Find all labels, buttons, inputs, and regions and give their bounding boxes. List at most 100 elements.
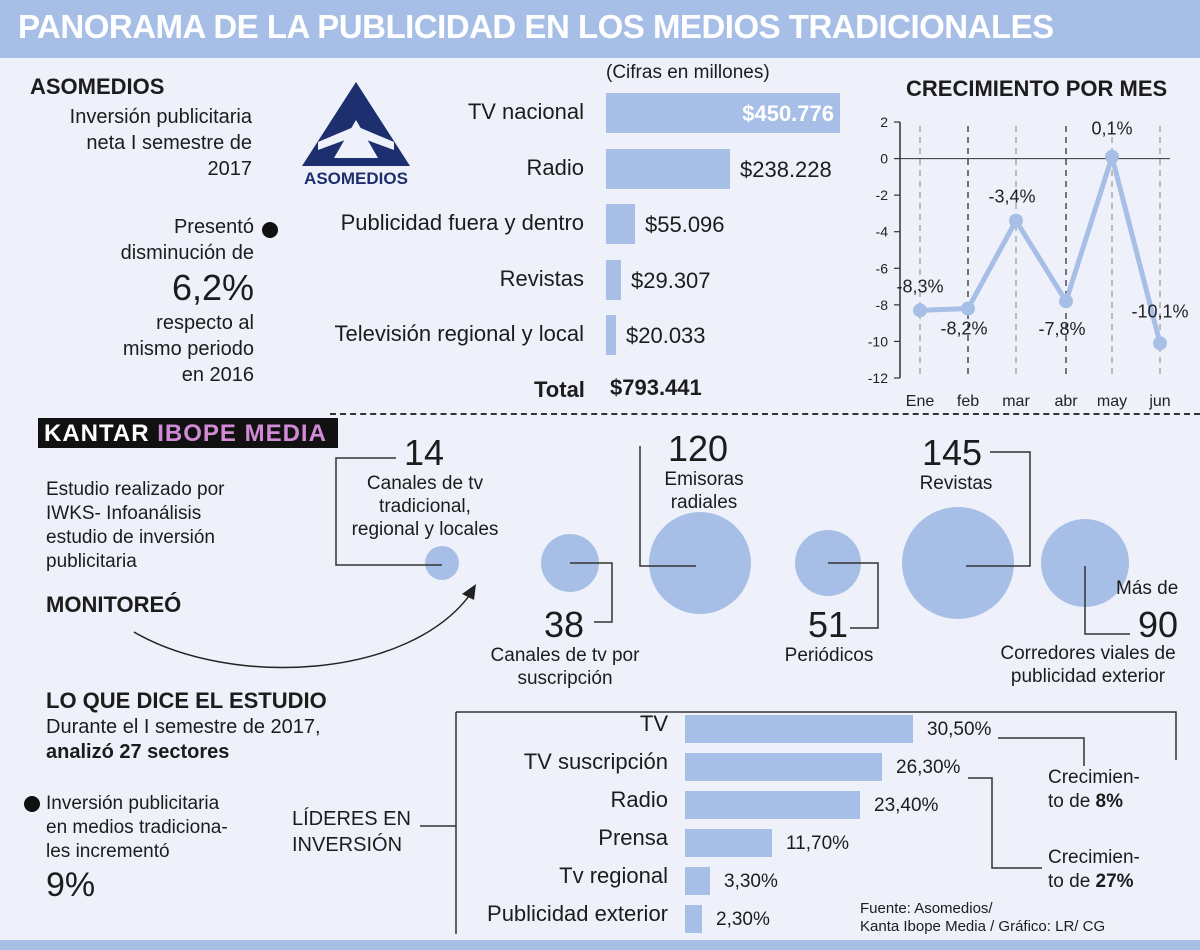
bar-category-label: Revistas: [499, 265, 584, 291]
investment-value: 9%: [46, 866, 96, 904]
leader-bar-mark: [685, 867, 710, 895]
bubble-label: Canales de tv por suscripción: [490, 645, 640, 689]
bubble-connectors: [335, 446, 1130, 635]
total-value: $793.441: [610, 375, 702, 400]
leader-value-label: 23,40%: [874, 795, 939, 816]
bar-category-label: Radio: [526, 154, 584, 180]
bubble-value: 14: [404, 432, 445, 473]
cifras-subtitle: (Cifras en millones): [606, 62, 770, 83]
bubble-connector: [828, 562, 879, 629]
bubble-connector: [639, 446, 696, 567]
line-chart-title: CRECIMIENTO POR MES: [906, 76, 1168, 101]
bubble-label: Emisoras radiales: [664, 469, 744, 513]
bubble-value: 90: [1138, 604, 1179, 645]
bar-mark: [606, 93, 840, 133]
footer-bar: [0, 940, 1200, 950]
bubble-label: Revistas: [919, 473, 993, 494]
leader-bar-mark: [685, 829, 772, 857]
leader-category-label: TV: [639, 711, 668, 736]
leader-value-label: 3,30%: [724, 871, 778, 892]
bar-category-label: Publicidad fuera y dentro: [340, 210, 584, 235]
asomedios-description: Inversión publicitaria neta I semestre d…: [69, 106, 252, 180]
point-label: -3,4%: [988, 187, 1035, 207]
data-point: [961, 301, 975, 316]
leader-value-label: 11,70%: [786, 833, 850, 854]
leader-category-label: Prensa: [598, 825, 668, 850]
growth-8-note: Crecimien- to de 8%: [1048, 767, 1140, 812]
total-label: Total: [534, 377, 585, 402]
monitoreo-label: MONITOREÓ: [46, 592, 182, 617]
point-label: -8,3%: [896, 276, 943, 296]
bubble-connector: [335, 457, 442, 566]
y-tick-label: -12: [868, 370, 888, 386]
leader-value-label: 26,30%: [896, 757, 961, 778]
x-tick-label: jun: [1148, 393, 1170, 410]
leader-bar-mark: [685, 905, 702, 933]
leader-value-label: 30,50%: [927, 719, 992, 740]
data-point: [913, 303, 927, 318]
monthly-growth-line-chart: 2 0 -2 -4 -6 -8 -10 -12 Ene feb mar abr may jun -8,3% -…: [868, 114, 1189, 410]
bar-category-label: Televisión regional y local: [334, 321, 584, 346]
y-tick-label: -6: [876, 260, 889, 276]
bubble-label: Periódicos: [784, 645, 874, 666]
bar-mark: [606, 148, 730, 189]
bubble-mark: [425, 546, 459, 580]
estudio-line-1: Durante el I semestre de 2017,: [46, 716, 321, 738]
bubble-connector: [966, 451, 1031, 567]
header-banner: [0, 0, 1200, 58]
leader-category-label: Radio: [610, 787, 668, 812]
y-tick-label: -10: [868, 333, 888, 349]
leader-bar-mark: [685, 715, 913, 743]
bullet-dot: [262, 222, 278, 238]
bubble-value: 145: [922, 432, 983, 473]
bubble-mark: [902, 507, 1014, 619]
estudio-line-2: analizó 27 sectores: [46, 741, 230, 763]
point-label: 0,1%: [1091, 119, 1132, 139]
leader-category-label: Tv regional: [559, 863, 668, 888]
series-line: [919, 154, 1163, 344]
bubble-value: 51: [808, 604, 849, 645]
x-tick-label: Ene: [906, 393, 935, 410]
y-tick-label: -4: [876, 224, 889, 240]
bubble-value: 120: [668, 428, 729, 469]
section-divider: [330, 413, 1200, 415]
source-note: Fuente: Asomedios/ Kanta Ibope Media / G…: [860, 900, 1106, 935]
leaders-connectors: [420, 711, 1177, 934]
bubble-value: 38: [544, 604, 585, 645]
bubble-mark: [649, 512, 751, 614]
bar-value-label: $55.096: [645, 212, 725, 237]
page-title: PANORAMA DE LA PUBLICIDAD EN LOS MEDIOS …: [18, 8, 1054, 45]
bullet-dot-2: [24, 796, 40, 812]
bubble-label: Corredores viales de publicidad exterior: [1000, 643, 1176, 687]
bubble-label: Canales de tv tradicional, regional y loca…: [351, 473, 499, 540]
asomedios-logo-text: ASOMEDIOS: [304, 169, 408, 188]
kantar-logo: KANTAR IBOPE MEDIA: [38, 418, 338, 448]
data-point: [1009, 213, 1023, 228]
data-point: [1153, 336, 1167, 351]
investment-note: Inversión publicitaria en medios tradici…: [46, 793, 228, 862]
estudio-heading: LO QUE DICE EL ESTUDIO: [46, 688, 327, 713]
bar-value-label: $450.776: [742, 101, 834, 126]
point-label: -10,1%: [1131, 301, 1188, 321]
x-tick-label: feb: [957, 393, 979, 410]
study-description: Estudio realizado por IWKS- Infoanálisis…: [46, 479, 225, 572]
bubble-prefix: Más de: [1116, 578, 1179, 599]
decrease-value: 6,2%: [171, 267, 254, 308]
bar-value-label: $238.228: [740, 156, 832, 182]
bar-mark: [606, 315, 616, 355]
monitoreo-arrow: [133, 584, 476, 669]
lideres-label: LÍDERES EN INVERSIÓN: [292, 808, 411, 856]
leader-value-label: 2,30%: [716, 909, 770, 930]
data-point: [1105, 149, 1119, 164]
bubble-connector: [1084, 566, 1130, 635]
leader-category-label: TV suscripción: [523, 749, 668, 774]
bar-mark: [606, 204, 635, 244]
y-tick-label: -8: [876, 297, 889, 313]
bar-mark: [606, 259, 621, 300]
x-tick-label: abr: [1054, 393, 1078, 410]
bar-value-label: $29.307: [631, 267, 711, 293]
y-tick-label: -2: [876, 187, 889, 203]
data-point: [1059, 294, 1073, 309]
x-tick-label: mar: [1002, 393, 1030, 410]
bar-category-label: TV nacional: [467, 99, 584, 124]
